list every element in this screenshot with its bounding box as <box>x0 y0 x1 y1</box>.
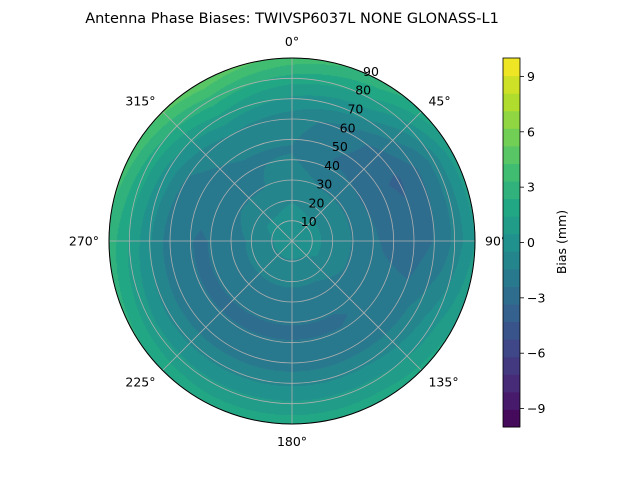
polar-grid <box>108 57 476 425</box>
angle-tick-label: 90° <box>485 234 507 249</box>
angle-tick-label: 0° <box>285 34 299 49</box>
angular-gridline-135 <box>291 240 422 371</box>
colorbar-tick-label: 6 <box>527 124 535 139</box>
colorbar-band <box>503 110 520 129</box>
colorbar-tick-label: −3 <box>527 290 545 305</box>
polar-spine <box>108 57 476 425</box>
colorbar-label: Bias (mm) <box>554 210 569 274</box>
colorbar-band <box>503 58 520 77</box>
colorbar-band <box>503 233 520 252</box>
colorbar-tick-label: −9 <box>527 401 545 416</box>
colorbar-band <box>503 75 520 94</box>
colorbar-band <box>503 128 520 147</box>
colorbar-band <box>503 391 520 410</box>
angle-tick-label: 135° <box>428 374 458 389</box>
colorbar-ticks: −9 −6 −3 0 3 6 9 <box>520 69 545 416</box>
radial-tick-label: 60 <box>340 120 356 135</box>
colorbar-band <box>503 356 520 375</box>
radial-tick-labels: 10 20 30 40 50 60 70 80 90 <box>301 64 379 229</box>
angle-tick-label: 225° <box>125 374 155 389</box>
polar-plot: 0° 45° 90° 135° 180° 225° 270° 315° 10 20 30 40 50 6… <box>69 34 507 449</box>
colorbar-band <box>503 374 520 393</box>
colorbar-tick-label: 9 <box>527 69 535 84</box>
radial-tick-label: 40 <box>324 158 340 173</box>
radial-tick-label: 50 <box>332 139 348 154</box>
colorbar-band <box>503 339 520 358</box>
radial-tick-label: 10 <box>301 214 317 229</box>
angle-tick-label: 45° <box>428 94 450 109</box>
radial-tick-label: 70 <box>347 102 363 117</box>
colorbar-tick-label: −6 <box>527 346 545 361</box>
colorbar: −9 −6 −3 0 3 6 9 Bias (mm) <box>502 57 569 428</box>
colorbar-bands <box>503 58 520 428</box>
angle-tick-label: 315° <box>125 94 155 109</box>
angle-tick-labels: 0° 45° 90° 135° 180° 225° 270° 315° <box>69 34 507 449</box>
colorbar-band <box>503 286 520 305</box>
colorbar-band <box>503 181 520 200</box>
radial-tick-label: 80 <box>355 83 371 98</box>
radial-tick-label: 20 <box>309 195 325 210</box>
colorbar-band <box>503 163 520 182</box>
chart-title: Antenna Phase Biases: TWIVSP6037L NONE G… <box>85 11 499 27</box>
angle-tick-label: 180° <box>277 434 307 449</box>
angular-gridline-225 <box>162 240 293 371</box>
angular-gridline-45 <box>291 111 422 242</box>
radial-tick-label: 30 <box>316 177 332 192</box>
radial-tick-label: 90 <box>363 64 379 79</box>
colorbar-band <box>503 321 520 340</box>
colorbar-band <box>503 198 520 217</box>
colorbar-band <box>503 251 520 270</box>
colorbar-band <box>503 145 520 164</box>
colorbar-band <box>503 409 520 428</box>
colorbar-band <box>503 304 520 323</box>
colorbar-band <box>503 93 520 112</box>
colorbar-band <box>503 216 520 235</box>
angular-gridline-315 <box>162 111 293 242</box>
colorbar-tick-label: 3 <box>527 180 535 195</box>
colorbar-tick-label: 0 <box>527 235 535 250</box>
angle-tick-label: 270° <box>69 234 99 249</box>
colorbar-band <box>503 268 520 287</box>
